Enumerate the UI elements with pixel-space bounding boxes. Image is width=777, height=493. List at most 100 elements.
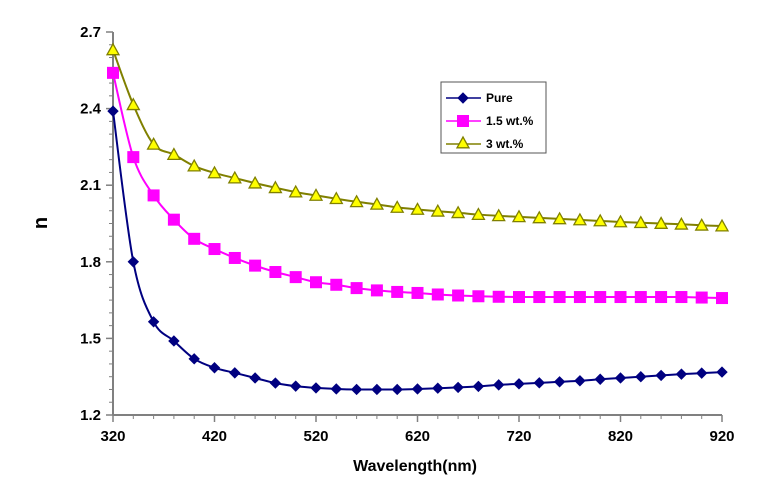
data-point bbox=[310, 382, 322, 394]
data-point bbox=[452, 381, 464, 394]
legend-marker-square-icon bbox=[457, 115, 469, 127]
data-point bbox=[574, 375, 586, 387]
data-point bbox=[716, 292, 728, 305]
data-point bbox=[207, 165, 222, 179]
data-point bbox=[147, 189, 160, 202]
series-1-5-wt- bbox=[107, 66, 728, 305]
data-point bbox=[553, 291, 566, 304]
data-point bbox=[695, 291, 708, 304]
y-tick-label: 2.1 bbox=[80, 177, 101, 194]
data-point bbox=[432, 382, 444, 394]
data-point bbox=[268, 180, 283, 194]
data-point bbox=[634, 291, 647, 304]
data-point bbox=[369, 197, 385, 210]
data-point bbox=[269, 266, 282, 279]
data-point bbox=[411, 383, 424, 395]
data-point bbox=[349, 194, 364, 208]
y-tick-label: 2.4 bbox=[80, 101, 102, 118]
data-point bbox=[249, 259, 262, 272]
data-point bbox=[126, 97, 141, 111]
data-point bbox=[107, 105, 119, 117]
x-tick-label: 420 bbox=[202, 428, 227, 445]
data-point bbox=[695, 367, 708, 379]
y-tick-label: 1.8 bbox=[80, 254, 101, 271]
data-point bbox=[594, 373, 606, 385]
data-point bbox=[391, 383, 403, 396]
data-point bbox=[329, 191, 344, 205]
data-point bbox=[208, 362, 221, 374]
data-point bbox=[350, 282, 363, 295]
data-point bbox=[472, 290, 485, 303]
data-point bbox=[572, 212, 588, 226]
data-point bbox=[229, 367, 241, 379]
y-tick-label: 1.2 bbox=[80, 407, 101, 424]
data-point bbox=[188, 353, 200, 365]
data-point bbox=[532, 210, 547, 224]
series-pure bbox=[107, 105, 728, 396]
data-point bbox=[289, 380, 302, 392]
data-point bbox=[168, 335, 180, 347]
data-point bbox=[594, 291, 607, 304]
series-3-wt- bbox=[105, 42, 730, 232]
data-point bbox=[208, 243, 221, 256]
data-point bbox=[552, 211, 567, 225]
data-point bbox=[187, 158, 202, 172]
data-point bbox=[390, 200, 405, 213]
data-point bbox=[492, 379, 505, 391]
data-point bbox=[370, 284, 383, 297]
y-axis-title: n bbox=[30, 217, 52, 229]
data-point bbox=[593, 213, 608, 227]
data-point bbox=[472, 380, 485, 393]
data-point bbox=[269, 377, 282, 389]
series-layer bbox=[105, 42, 730, 396]
data-point bbox=[553, 376, 566, 388]
data-point bbox=[450, 205, 466, 219]
x-axis-title: Wavelength(nm) bbox=[353, 458, 477, 475]
y-tick-label: 1.5 bbox=[80, 330, 101, 347]
data-point bbox=[471, 207, 486, 221]
data-point bbox=[614, 372, 627, 384]
data-point bbox=[330, 278, 343, 291]
data-point bbox=[513, 291, 525, 304]
x-tick-label: 320 bbox=[100, 428, 125, 445]
legend-marker-diamond-icon bbox=[457, 92, 469, 104]
data-point bbox=[107, 66, 119, 79]
data-point bbox=[146, 137, 161, 150]
data-point bbox=[127, 151, 140, 164]
data-point bbox=[633, 215, 648, 229]
legend: Pure 1.5 wt.% 3 wt.% bbox=[440, 81, 547, 154]
data-point bbox=[350, 383, 363, 396]
data-point bbox=[452, 289, 465, 302]
x-tick-label: 920 bbox=[709, 428, 734, 445]
data-point bbox=[166, 147, 182, 161]
data-point bbox=[188, 232, 201, 245]
data-point bbox=[391, 285, 404, 298]
data-point bbox=[410, 202, 425, 215]
data-point bbox=[614, 291, 627, 304]
data-point bbox=[613, 214, 628, 228]
data-point bbox=[167, 213, 180, 226]
x-tick-label: 720 bbox=[506, 428, 531, 445]
data-point bbox=[228, 251, 241, 264]
series-line bbox=[112, 72, 723, 300]
data-point bbox=[289, 271, 302, 284]
data-point bbox=[308, 188, 324, 201]
data-point bbox=[491, 208, 506, 222]
x-tick-label: 620 bbox=[405, 428, 430, 445]
data-point bbox=[716, 366, 728, 378]
data-point bbox=[430, 203, 445, 217]
data-point bbox=[533, 291, 546, 304]
data-point bbox=[655, 291, 668, 304]
data-point bbox=[533, 377, 546, 389]
data-point bbox=[411, 286, 424, 299]
data-point bbox=[288, 184, 303, 198]
data-point bbox=[330, 383, 343, 395]
data-point bbox=[247, 175, 263, 189]
data-point bbox=[147, 316, 160, 328]
y-tick-label: 2.7 bbox=[80, 24, 101, 41]
data-point bbox=[653, 216, 669, 229]
data-point bbox=[105, 42, 121, 56]
data-point bbox=[675, 291, 688, 304]
data-point bbox=[714, 218, 730, 232]
